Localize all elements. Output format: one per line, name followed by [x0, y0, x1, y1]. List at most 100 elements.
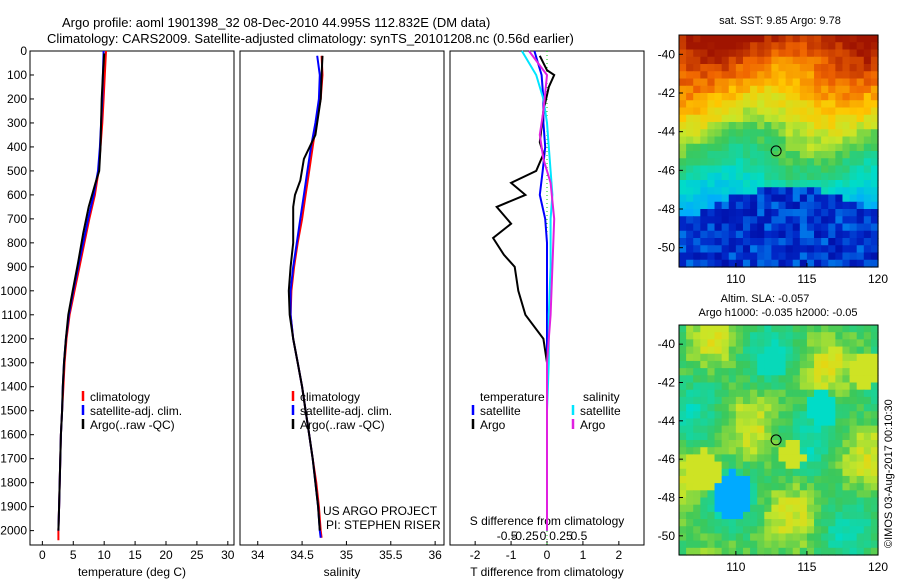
map-cell	[686, 230, 694, 239]
map-cell	[735, 375, 744, 384]
map-cell	[686, 78, 694, 87]
map-cell	[679, 547, 687, 556]
map-cell	[799, 432, 808, 441]
map-cell	[742, 252, 751, 261]
map-cell	[870, 346, 879, 355]
map-cell	[814, 252, 822, 261]
map-cell	[714, 165, 723, 174]
map-cell	[700, 511, 709, 520]
map-cell	[693, 223, 701, 232]
map-cell	[750, 259, 758, 268]
map-cell	[757, 389, 765, 398]
map-cell	[792, 165, 801, 174]
map-cell	[750, 368, 758, 376]
map-cell	[821, 230, 829, 239]
map-cell	[700, 252, 709, 261]
map-cell	[714, 56, 723, 65]
map-cell	[764, 151, 772, 159]
map-cell	[799, 475, 808, 484]
map-cell	[750, 533, 758, 542]
map-cell	[764, 100, 772, 109]
map-cell	[764, 447, 772, 455]
map-cell	[764, 245, 772, 254]
map-cell	[828, 49, 836, 58]
map-cell	[686, 360, 694, 369]
map-cell	[750, 490, 758, 499]
map-cell	[785, 519, 794, 527]
map-cell	[742, 418, 751, 427]
map-cell	[757, 497, 765, 506]
map-cell	[778, 71, 787, 80]
map-cell	[700, 382, 709, 391]
x-tick-label: 5	[70, 548, 77, 562]
map-cell	[679, 259, 687, 268]
map-cell	[806, 440, 815, 448]
map-cell	[707, 158, 716, 167]
map-cell	[863, 360, 872, 369]
map-cell	[778, 339, 787, 348]
map-cell	[828, 368, 836, 376]
map-cell	[700, 375, 709, 384]
map-cell	[742, 172, 751, 181]
map-cell	[735, 461, 744, 470]
map-cell	[785, 259, 794, 268]
map-cell	[750, 454, 758, 463]
map-cell	[721, 540, 730, 549]
map-cell	[679, 49, 687, 58]
map-cell	[835, 425, 844, 434]
map-cell	[828, 418, 836, 427]
map-cell	[707, 201, 716, 210]
map-cell	[750, 194, 758, 203]
map-cell	[828, 468, 836, 477]
map-cell	[679, 475, 687, 484]
map-cell	[700, 432, 709, 441]
map-cell	[693, 93, 701, 101]
map-cell	[728, 325, 737, 333]
map-cell	[870, 201, 879, 210]
map-cell	[693, 519, 701, 527]
map-cell	[870, 540, 879, 549]
map-cell	[863, 418, 872, 427]
map-cell	[721, 158, 730, 167]
map-cell	[792, 490, 801, 499]
map-cell	[764, 172, 772, 181]
map-cell	[870, 375, 879, 384]
map-cell	[785, 35, 794, 43]
map-cell	[835, 64, 844, 72]
map-cell	[750, 56, 758, 65]
map-cell	[721, 100, 730, 109]
map-cell	[757, 187, 765, 196]
map-cell	[707, 223, 716, 232]
map-cell	[835, 49, 844, 58]
map-cell	[764, 209, 772, 217]
map-cell	[771, 547, 780, 556]
map-cell	[856, 346, 865, 355]
map-cell	[870, 389, 879, 398]
map-cell	[700, 85, 709, 94]
map-cell	[828, 432, 836, 441]
map-cell	[757, 418, 765, 427]
map-cell	[700, 129, 709, 138]
map-cell	[714, 353, 723, 362]
map-cell	[835, 382, 844, 391]
map-cell	[785, 511, 794, 520]
map-cell	[785, 93, 794, 101]
map-cell	[686, 418, 694, 427]
map-cell	[757, 49, 765, 58]
map-cell	[821, 411, 829, 420]
map-cell	[742, 483, 751, 491]
map-cell	[828, 454, 836, 463]
map-cell	[799, 447, 808, 455]
map-cell	[728, 172, 737, 181]
map-cell	[700, 526, 709, 535]
map-cell	[742, 245, 751, 254]
map-cell	[856, 353, 865, 362]
map-cell	[870, 454, 879, 463]
map-cell	[806, 172, 815, 181]
project-label: US ARGO PROJECT	[323, 504, 438, 518]
map-cell	[750, 475, 758, 484]
map-cell	[863, 238, 872, 246]
map-cell	[856, 375, 865, 384]
map-cell	[806, 71, 815, 80]
map-cell	[700, 447, 709, 455]
